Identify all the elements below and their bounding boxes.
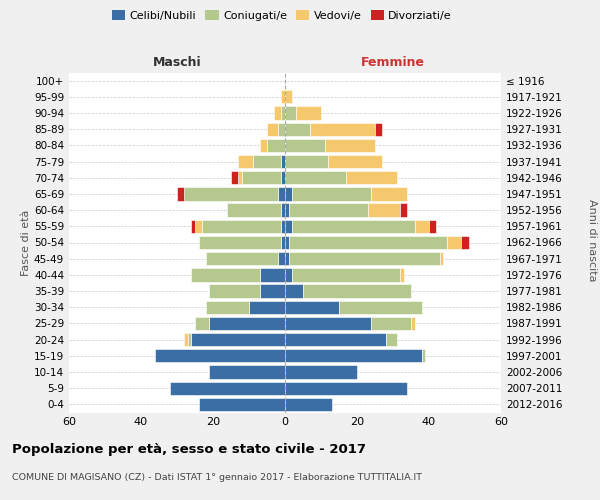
Bar: [199, 398, 285, 411]
Bar: [274, 106, 281, 120]
Bar: [231, 171, 238, 184]
Bar: [267, 122, 278, 136]
Legend: Celibi/Nubili, Coniugati/e, Vedovi/e, Divorziati/e: Celibi/Nubili, Coniugati/e, Vedovi/e, Di…: [107, 6, 457, 25]
Bar: [281, 220, 285, 233]
Bar: [191, 333, 285, 346]
Bar: [285, 188, 292, 200]
Bar: [260, 268, 285, 281]
Bar: [285, 333, 386, 346]
Bar: [292, 188, 371, 200]
Bar: [447, 236, 461, 249]
Bar: [278, 252, 285, 266]
Bar: [209, 317, 285, 330]
Bar: [227, 204, 281, 217]
Bar: [260, 138, 267, 152]
Bar: [195, 317, 209, 330]
Bar: [429, 220, 436, 233]
Bar: [461, 236, 469, 249]
Bar: [278, 188, 285, 200]
Bar: [285, 382, 407, 395]
Bar: [199, 236, 281, 249]
Bar: [195, 220, 202, 233]
Bar: [328, 155, 382, 168]
Bar: [267, 138, 285, 152]
Bar: [368, 204, 400, 217]
Bar: [184, 333, 188, 346]
Bar: [386, 333, 397, 346]
Bar: [281, 171, 285, 184]
Bar: [289, 204, 368, 217]
Bar: [191, 268, 260, 281]
Bar: [411, 317, 415, 330]
Bar: [260, 284, 285, 298]
Bar: [339, 300, 422, 314]
Bar: [285, 317, 371, 330]
Bar: [310, 122, 375, 136]
Bar: [285, 252, 289, 266]
Bar: [242, 171, 281, 184]
Bar: [292, 220, 415, 233]
Bar: [238, 171, 242, 184]
Bar: [285, 138, 325, 152]
Bar: [371, 317, 411, 330]
Bar: [292, 268, 400, 281]
Bar: [375, 122, 382, 136]
Bar: [285, 284, 303, 298]
Bar: [249, 300, 285, 314]
Bar: [184, 188, 278, 200]
Bar: [170, 382, 285, 395]
Bar: [155, 349, 285, 362]
Bar: [281, 236, 285, 249]
Text: Popolazione per età, sesso e stato civile - 2017: Popolazione per età, sesso e stato civil…: [12, 442, 366, 456]
Bar: [400, 204, 407, 217]
Bar: [281, 90, 285, 104]
Bar: [285, 155, 328, 168]
Bar: [289, 252, 440, 266]
Bar: [285, 398, 332, 411]
Bar: [346, 171, 397, 184]
Bar: [285, 349, 422, 362]
Bar: [285, 300, 339, 314]
Bar: [285, 236, 289, 249]
Bar: [253, 155, 281, 168]
Bar: [285, 268, 292, 281]
Bar: [278, 122, 285, 136]
Y-axis label: Fasce di età: Fasce di età: [21, 210, 31, 276]
Bar: [296, 106, 321, 120]
Bar: [285, 106, 296, 120]
Bar: [206, 300, 249, 314]
Bar: [281, 155, 285, 168]
Text: Anni di nascita: Anni di nascita: [587, 198, 597, 281]
Bar: [238, 155, 253, 168]
Bar: [371, 188, 407, 200]
Text: COMUNE DI MAGISANO (CZ) - Dati ISTAT 1° gennaio 2017 - Elaborazione TUTTITALIA.I: COMUNE DI MAGISANO (CZ) - Dati ISTAT 1° …: [12, 472, 422, 482]
Bar: [440, 252, 443, 266]
Bar: [177, 188, 184, 200]
Text: Femmine: Femmine: [361, 56, 425, 70]
Bar: [285, 220, 292, 233]
Bar: [303, 284, 411, 298]
Bar: [285, 366, 357, 378]
Bar: [285, 122, 310, 136]
Bar: [281, 106, 285, 120]
Bar: [422, 349, 425, 362]
Bar: [202, 220, 281, 233]
Bar: [191, 220, 195, 233]
Bar: [285, 204, 289, 217]
Text: Maschi: Maschi: [152, 56, 202, 70]
Bar: [285, 171, 346, 184]
Bar: [188, 333, 191, 346]
Bar: [281, 204, 285, 217]
Bar: [415, 220, 429, 233]
Bar: [285, 90, 292, 104]
Bar: [325, 138, 375, 152]
Bar: [400, 268, 404, 281]
Bar: [209, 284, 260, 298]
Bar: [209, 366, 285, 378]
Bar: [289, 236, 447, 249]
Bar: [206, 252, 278, 266]
